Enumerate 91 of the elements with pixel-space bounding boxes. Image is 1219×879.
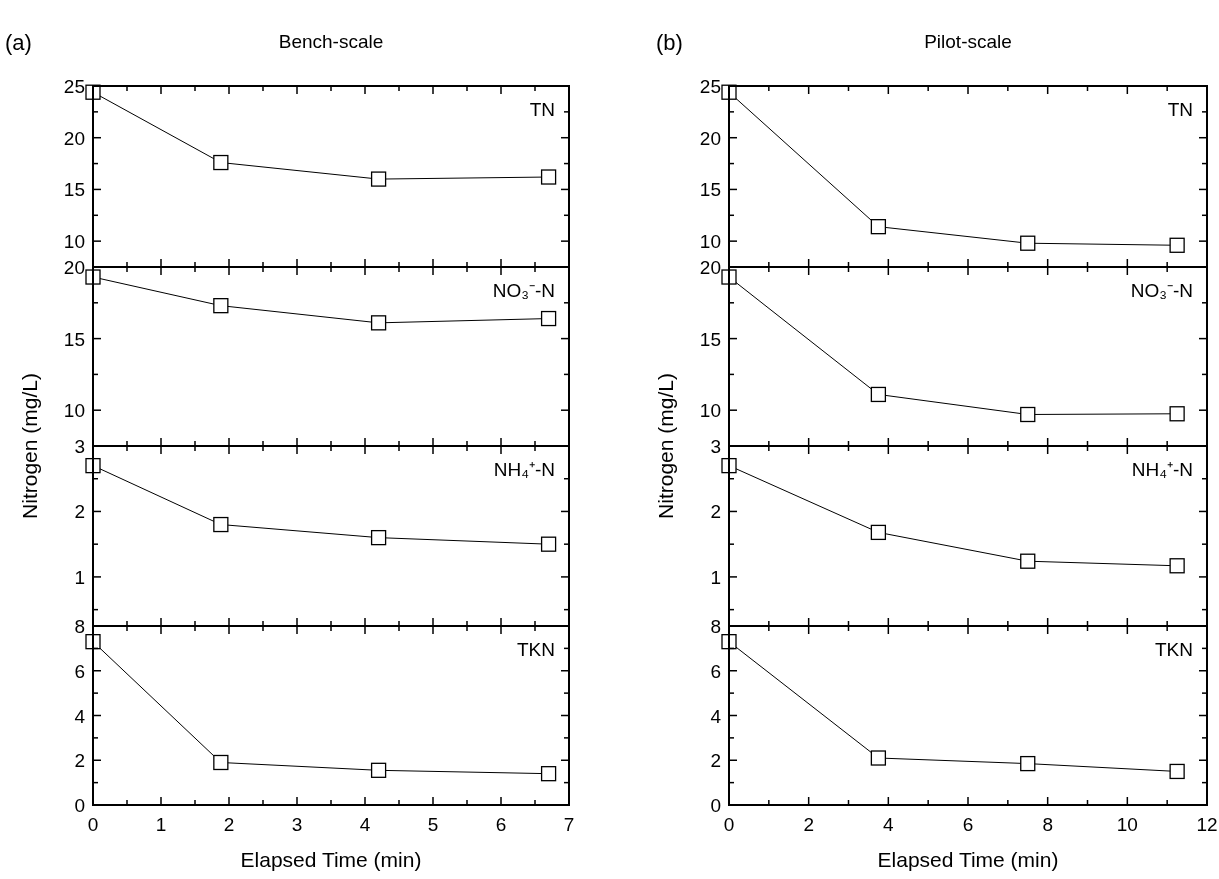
text: (a) — [5, 30, 32, 55]
y-tick-label: 3 — [710, 436, 721, 457]
y-tick-label: 2 — [74, 750, 85, 772]
chart-title: Bench-scale — [278, 31, 384, 52]
y-tick-label: 20 — [63, 257, 85, 278]
point — [213, 516, 229, 533]
point — [370, 529, 387, 546]
point — [1169, 558, 1185, 574]
y-tick-label: 15 — [699, 328, 721, 350]
x-tick-label: 10 — [1116, 814, 1138, 835]
y-tick-label: 6 — [710, 660, 721, 682]
legend-label: NH₄⁺-N — [493, 459, 555, 480]
point — [1169, 406, 1185, 422]
x-tick-label: 0 — [723, 814, 735, 835]
x-tick-label: 8 — [1042, 814, 1053, 835]
x-tick-label: 4 — [359, 814, 371, 835]
y-tick-label: 2 — [710, 750, 721, 772]
point — [213, 754, 229, 771]
y-tick-label: 4 — [710, 705, 722, 727]
legend-label: TN — [1167, 99, 1193, 120]
point — [540, 310, 557, 327]
y-tick-label: 20 — [63, 127, 85, 149]
y-tick-label: 8 — [74, 616, 85, 637]
legend-label: NO₃⁻-N — [1130, 280, 1193, 301]
point — [213, 154, 229, 171]
y-tick-label: 10 — [63, 231, 85, 253]
point — [721, 269, 737, 285]
y-tick-label: 10 — [699, 231, 721, 253]
point — [85, 457, 101, 474]
y-tick-label: 6 — [74, 660, 85, 682]
x-tick-label: 6 — [962, 814, 974, 835]
x-tick-label: 3 — [291, 814, 303, 835]
point — [1020, 553, 1036, 569]
y-tick-label: 15 — [699, 179, 721, 201]
x-tick-label: 2 — [223, 814, 235, 835]
y-tick-label: 8 — [710, 616, 721, 637]
y-tick-label: 1 — [710, 566, 721, 588]
y-tick-label: 3 — [74, 436, 85, 457]
y-tick-label: 25 — [699, 76, 721, 97]
point — [85, 269, 101, 285]
point — [1169, 237, 1185, 253]
y-tick-label: 1 — [74, 566, 85, 588]
y-tick-label: 0 — [710, 795, 721, 816]
point — [870, 524, 887, 541]
x-tick-label: 0 — [87, 814, 99, 835]
x-tick-label: 6 — [495, 814, 507, 835]
point — [1169, 763, 1185, 780]
x-tick-label: 1 — [155, 814, 167, 835]
y-tick-label: 15 — [63, 179, 85, 201]
point — [870, 386, 887, 403]
point — [540, 766, 557, 782]
point — [1020, 755, 1036, 772]
x-tick-label: 12 — [1196, 814, 1218, 835]
point — [540, 536, 557, 552]
point — [370, 315, 387, 331]
point — [370, 171, 387, 187]
x-tick-label: 4 — [883, 814, 895, 835]
point — [213, 298, 229, 314]
legend-label: TKN — [1155, 639, 1193, 660]
legend-label: NH₄⁺-N — [1131, 459, 1193, 480]
y-tick-label: 2 — [74, 501, 85, 523]
point — [370, 762, 387, 778]
y-tick-label: 15 — [63, 328, 85, 350]
y-tick-label: 10 — [699, 400, 721, 422]
x-tick-label: 2 — [803, 814, 814, 835]
y-tick-label: 10 — [63, 400, 85, 422]
point — [85, 634, 101, 650]
legend-label: NO₃⁻-N — [492, 280, 555, 301]
y-tick-label: 25 — [63, 76, 85, 97]
point — [1020, 235, 1036, 251]
point — [870, 750, 887, 766]
y-tick-label: 20 — [699, 127, 721, 149]
y-tick-label: 0 — [74, 795, 85, 816]
point — [721, 457, 737, 474]
x-tick-label: 5 — [427, 814, 439, 835]
y-tick-label: 20 — [699, 257, 721, 278]
x-axis-title: Elapsed Time (min) — [240, 848, 422, 871]
legend-label: TN — [529, 99, 555, 120]
x-tick-label: 7 — [563, 814, 575, 835]
text: (b) — [656, 30, 683, 55]
y-tick-label: 2 — [710, 501, 721, 523]
legend-label: TKN — [517, 639, 555, 660]
point — [1020, 406, 1036, 423]
y-axis-title: Nitrogen (mg/L) — [654, 373, 677, 519]
point — [540, 169, 557, 185]
y-tick-label: 4 — [74, 705, 86, 727]
x-axis-title: Elapsed Time (min) — [877, 848, 1059, 871]
chart-title: Pilot-scale — [924, 31, 1012, 52]
point — [870, 219, 887, 235]
point — [721, 634, 737, 650]
y-axis-title: Nitrogen (mg/L) — [18, 373, 41, 519]
